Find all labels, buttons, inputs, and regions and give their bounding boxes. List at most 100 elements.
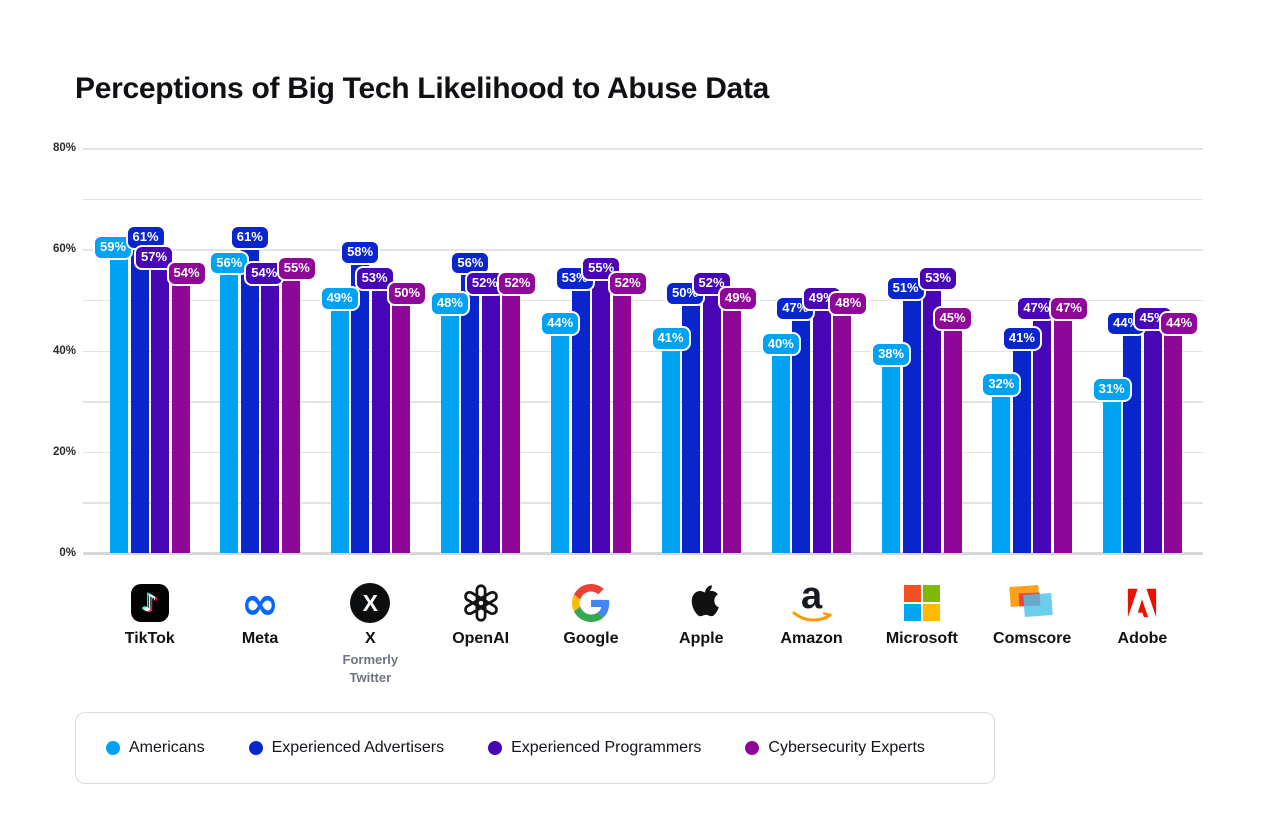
value-bubble: 50%: [387, 280, 428, 306]
category-label: Meta: [241, 630, 279, 647]
category-amazon: a Amazon: [746, 575, 878, 648]
y-tick-label: 0%: [59, 547, 76, 559]
bar-google: [592, 274, 611, 553]
gridline: [83, 502, 1203, 504]
amazon-logo: a: [790, 575, 834, 624]
bar-meta: [240, 244, 259, 553]
bar-adobe: [1123, 330, 1142, 553]
value-bubble: 40%: [760, 331, 801, 357]
x-logo-holder: X: [304, 580, 436, 626]
category-label: Comscore: [993, 630, 1072, 647]
bar-microsoft: [943, 325, 962, 553]
value-bubble: 47%: [1048, 296, 1089, 321]
bar-openai: [502, 289, 521, 553]
category-microsoft: Microsoft: [856, 580, 988, 648]
value-bubble: 55%: [276, 255, 317, 281]
bar-tiktok: [130, 244, 149, 553]
category-label: Google: [563, 630, 619, 647]
category-label: Adobe: [1117, 630, 1168, 647]
bar-apple: [661, 345, 680, 553]
microsoft-logo-holder: [856, 580, 988, 626]
bar-meta: [220, 269, 239, 553]
apple-logo-holder: [635, 580, 767, 626]
value-bubble: 52%: [497, 270, 538, 296]
value-bubble: 48%: [429, 291, 470, 316]
bar-comscore: [1033, 315, 1052, 553]
amazon-smile-icon: [792, 611, 832, 622]
legend-item-experienced-programmers: Experienced Programmers: [488, 739, 701, 757]
page-title: Perceptions of Big Tech Likelihood to Ab…: [75, 72, 770, 106]
category-apple: Apple: [635, 580, 767, 648]
gridline: [83, 451, 1203, 454]
bar-google: [571, 284, 590, 553]
bar-adobe: [1164, 330, 1183, 553]
bar-apple: [682, 299, 700, 553]
value-bubble: 31%: [1091, 377, 1132, 402]
bar-google: [612, 289, 631, 553]
value-bubble: 54%: [166, 260, 207, 286]
bar-x: [392, 299, 411, 553]
bar-apple: [702, 289, 721, 553]
value-bubble: 44%: [540, 311, 581, 337]
bar-amazon: [833, 310, 852, 553]
adobe-logo: [1128, 588, 1157, 618]
bar-comscore: [1012, 345, 1031, 553]
value-bubble: 53%: [918, 265, 959, 291]
gridline: [83, 198, 1203, 201]
category-google: Google: [525, 580, 657, 648]
category-label: Amazon: [780, 630, 843, 647]
legend-label: Americans: [129, 739, 205, 756]
gridline: [83, 401, 1203, 403]
y-tick-label: 20%: [52, 445, 76, 458]
value-bubble: 44%: [1159, 311, 1200, 337]
gridline: [83, 350, 1203, 352]
x-axis-line: [83, 552, 1203, 555]
bar-openai: [440, 310, 459, 553]
gridline: [83, 148, 1203, 150]
bar-amazon: [792, 315, 811, 553]
category-label: OpenAI: [452, 630, 510, 647]
bar-amazon: [812, 304, 831, 553]
gridline: [83, 249, 1203, 251]
value-bubble: 61%: [229, 225, 270, 251]
value-bubble: 53%: [354, 265, 395, 291]
value-bubble: 32%: [981, 372, 1022, 397]
adobe-logo-holder: [1076, 580, 1208, 626]
bar-x: [330, 304, 349, 553]
amazon-a: a: [800, 575, 823, 618]
bar-openai: [481, 289, 500, 553]
legend-item-americans: Americans: [106, 739, 205, 757]
bar-tiktok: [110, 254, 128, 553]
value-bubble: 55%: [581, 255, 622, 281]
bar-adobe: [1143, 325, 1162, 553]
value-bubble: 56%: [209, 250, 250, 276]
legend-label: Cybersecurity Experts: [768, 739, 925, 756]
bar-meta: [261, 279, 280, 553]
bar-google: [551, 330, 570, 553]
bar-microsoft: [882, 360, 901, 553]
value-bubble: 48%: [828, 291, 869, 316]
bar-comscore: [992, 391, 1011, 553]
y-tick-label: 40%: [52, 344, 76, 357]
value-bubble: 52%: [607, 270, 648, 296]
openai-logo-holder: [415, 580, 547, 626]
comscore-logo: [1008, 584, 1056, 622]
value-bubble: 38%: [871, 341, 912, 367]
bar-apple: [723, 304, 741, 553]
bar-comscore: [1053, 315, 1072, 553]
value-bubble: 41%: [1001, 326, 1042, 352]
category-adobe: Adobe: [1076, 580, 1208, 648]
legend-label: Experienced Advertisers: [271, 739, 445, 756]
category-label: X: [365, 630, 376, 647]
value-bubble: 51%: [885, 275, 926, 301]
category-x: X X Formerly Twitter: [304, 580, 436, 687]
legend-dot-icon: [488, 741, 503, 755]
gridline: [83, 299, 1203, 302]
category-comscore: Comscore: [966, 580, 1098, 648]
category-label: TikTok: [124, 630, 175, 647]
legend-item-cybersecurity-experts: Cybersecurity Experts: [745, 739, 925, 757]
category-meta: ∞ Meta: [194, 580, 326, 648]
y-tick-label: 80%: [52, 142, 76, 154]
legend-item-experienced-advertisers: Experienced Advertisers: [248, 739, 445, 757]
